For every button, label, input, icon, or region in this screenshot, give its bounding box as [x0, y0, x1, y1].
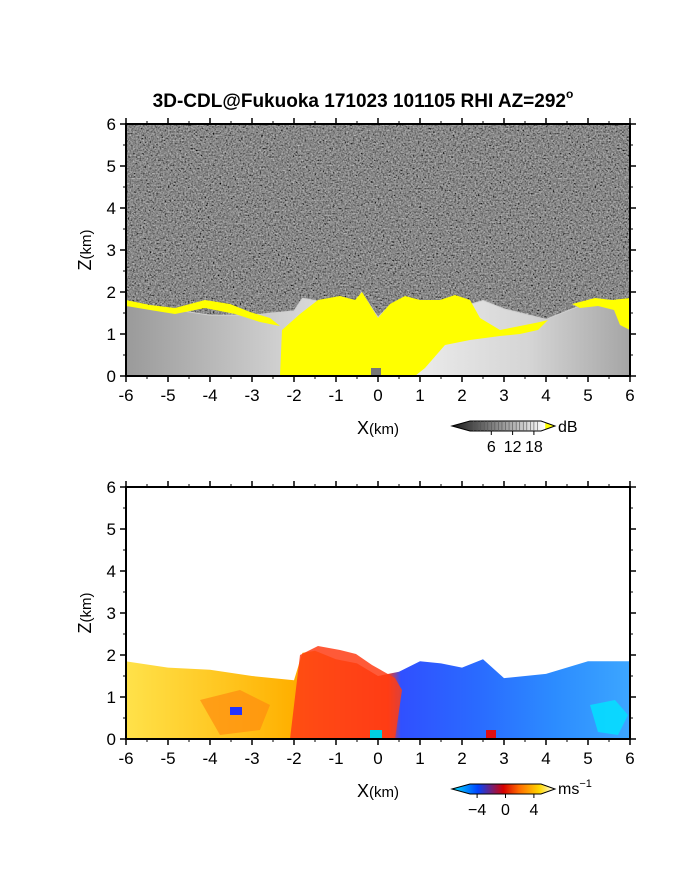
x-tick-label: -4: [202, 749, 217, 768]
x-tick-label: 4: [541, 386, 550, 405]
velocity-panel: -6 -5 -4 -3 -2 -1 0 1 2 3 4 5 6 0 1 2 3 4 5 6 X(km) Z(km) m…: [75, 478, 636, 819]
y-tick-label: 0: [107, 367, 116, 386]
x-tick-label: 3: [499, 386, 508, 405]
x-tick-label: -2: [286, 386, 301, 405]
colorbar-tick-label: 18: [525, 439, 543, 456]
colorbar-tick-label: 0: [501, 802, 510, 819]
colorbar-tick-label: 4: [529, 802, 538, 819]
colorbar-unit: ms−1: [558, 778, 592, 798]
plot-frame: [125, 486, 631, 740]
colorbar-velocity: ms−1 −4 0 4: [450, 778, 592, 819]
x-tick-label: -6: [118, 749, 133, 768]
x-tick-label: 5: [583, 386, 592, 405]
y-axis-label: Z(km): [75, 230, 95, 271]
colorbar-tick-label: 6: [487, 439, 496, 456]
colorbar-reflectivity: dB 6 12 18: [450, 419, 578, 456]
x-tick-label: -1: [328, 386, 343, 405]
x-axis-label: X(km): [357, 781, 399, 801]
x-tick-label: -4: [202, 386, 217, 405]
x-tick-label: -3: [244, 386, 259, 405]
near-radar-cyan: [370, 730, 382, 739]
saturated-echo-arms: [126, 300, 280, 326]
y-tick-label: 2: [107, 283, 116, 302]
y-tick-label: 0: [107, 730, 116, 749]
colorbar-tick-label: 12: [504, 439, 522, 456]
y-tick-label: 3: [107, 604, 116, 623]
saturated-echo-core: [280, 292, 548, 376]
x-tick-label: 2: [457, 749, 466, 768]
x-tick-label: 5: [583, 749, 592, 768]
x-tick-label: 4: [541, 749, 550, 768]
strong-outflow-core: [290, 646, 402, 739]
x-tick-label: 6: [625, 386, 634, 405]
x-tick-label: 6: [625, 749, 634, 768]
x-tick-label: -6: [118, 386, 133, 405]
x-tick-label: -1: [328, 749, 343, 768]
x-tick-label: -5: [160, 749, 175, 768]
x-tick-label: 2: [457, 386, 466, 405]
y-axis-label: Z(km): [75, 593, 95, 634]
y-tick-label: 3: [107, 241, 116, 260]
x-tick-label: -3: [244, 749, 259, 768]
x-tick-label: 0: [373, 749, 382, 768]
x-tick-label: -5: [160, 386, 175, 405]
y-tick-label: 4: [107, 199, 116, 218]
x-tick-label: 1: [415, 386, 424, 405]
figure-title: 3D-CDL@Fukuoka 171023 101105 RHI AZ=292o: [153, 87, 574, 112]
x-tick-label: 1: [415, 749, 424, 768]
y-tick-label: 6: [107, 478, 116, 497]
cyan-speckle: [590, 700, 628, 735]
plot-frame: [125, 123, 631, 377]
y-tick-label: 6: [107, 115, 116, 134]
saturated-echo-right: [572, 298, 630, 330]
x-tick-label: 0: [373, 386, 382, 405]
y-tick-label: 1: [107, 325, 116, 344]
y-tick-label: 4: [107, 562, 116, 581]
y-tick-label: 5: [107, 520, 116, 539]
colorbar-unit: dB: [558, 419, 578, 436]
red-speckle: [486, 730, 496, 739]
colorbar-bar: [450, 420, 557, 432]
y-tick-label: 5: [107, 157, 116, 176]
x-tick-label: -2: [286, 749, 301, 768]
x-tick-label: 3: [499, 749, 508, 768]
y-tick-label: 1: [107, 688, 116, 707]
ground-clutter: [371, 368, 381, 376]
colorbar-bar: [450, 783, 557, 795]
x-axis-label: X(km): [357, 418, 399, 438]
blue-speckle: [230, 707, 242, 715]
y-tick-label: 2: [107, 646, 116, 665]
colorbar-tick-label: −4: [468, 802, 486, 819]
